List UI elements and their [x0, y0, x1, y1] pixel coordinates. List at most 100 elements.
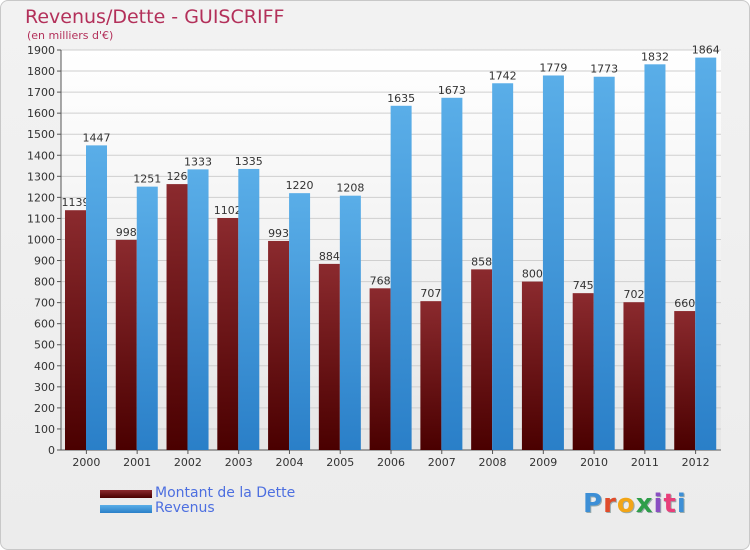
- x-tick-label-2003: 2003: [225, 456, 253, 469]
- x-tick-label-2001: 2001: [123, 456, 151, 469]
- data-label-revenus-2002: 1333: [184, 155, 212, 168]
- y-tick-label: 1900: [27, 44, 55, 57]
- logo-letter: i: [676, 489, 687, 519]
- bar-revenus-2005: [339, 195, 361, 450]
- bar-revenus-2011: [644, 64, 666, 450]
- bar-revenus-2007: [441, 97, 463, 450]
- bar-dette-2009: [521, 281, 543, 450]
- y-tick-label: 1300: [27, 170, 55, 183]
- bar-dette-2006: [369, 288, 391, 450]
- bar-dette-2000: [65, 210, 86, 450]
- data-label-revenus-2007: 1673: [438, 84, 466, 97]
- y-tick-label: 1200: [27, 191, 55, 204]
- y-tick-label: 1000: [27, 233, 55, 246]
- y-tick-label: 100: [34, 423, 55, 436]
- bar-revenus-2001: [136, 186, 158, 450]
- data-label-revenus-2006: 1635: [387, 92, 415, 105]
- data-label-revenus-2010: 1773: [590, 63, 618, 76]
- x-tick-label-2000: 2000: [72, 456, 100, 469]
- logo-letter: x: [635, 489, 654, 519]
- proxiti-logo: Proxiti: [583, 489, 687, 519]
- data-label-dette-2012: 660: [674, 297, 695, 310]
- data-label-revenus-2004: 1220: [286, 179, 314, 192]
- y-tick-label: 700: [34, 297, 55, 310]
- bar-revenus-2009: [542, 75, 564, 450]
- bar-dette-2002: [166, 184, 188, 450]
- data-label-revenus-2003: 1335: [235, 155, 263, 168]
- bar-revenus-2010: [593, 76, 615, 450]
- data-label-dette-2006: 768: [370, 274, 391, 287]
- data-label-revenus-2009: 1779: [539, 61, 567, 74]
- data-label-dette-2007: 707: [420, 287, 441, 300]
- y-tick-label: 300: [34, 381, 55, 394]
- y-tick-label: 1100: [27, 212, 55, 225]
- bar-revenus-2000: [86, 145, 107, 451]
- y-tick-label: 400: [34, 360, 55, 373]
- data-label-dette-2011: 702: [623, 288, 644, 301]
- x-tick-label-2004: 2004: [275, 456, 303, 469]
- bar-dette-2012: [674, 311, 696, 450]
- data-label-revenus-2012: 1864: [692, 44, 720, 57]
- data-label-dette-2003: 1102: [214, 204, 242, 217]
- bar-dette-2007: [420, 301, 442, 450]
- data-label-dette-2005: 884: [319, 250, 340, 263]
- legend-swatch-revenus: [100, 505, 152, 513]
- bar-dette-2001: [115, 239, 137, 450]
- chart-title: Revenus/Dette - GUISCRIFF: [25, 6, 285, 28]
- y-tick-label: 600: [34, 318, 55, 331]
- y-tick-label: 900: [34, 255, 55, 268]
- y-tick-label: 1600: [27, 107, 55, 120]
- y-tick-label: 500: [34, 339, 55, 352]
- x-tick-label-2006: 2006: [377, 456, 405, 469]
- bar-revenus-2006: [390, 105, 412, 450]
- data-label-revenus-2000: 1447: [83, 131, 111, 144]
- x-tick-label-2010: 2010: [580, 456, 608, 469]
- legend-label-dette: Montant de la Dette: [155, 485, 296, 501]
- y-tick-label: 1400: [27, 149, 55, 162]
- y-tick-label: 1500: [27, 128, 55, 141]
- data-label-dette-2002: 126: [167, 170, 188, 183]
- bar-dette-2005: [318, 263, 340, 450]
- legend-label-revenus: Revenus: [155, 500, 215, 516]
- x-tick-label-2008: 2008: [479, 456, 507, 469]
- bar-revenus-2008: [492, 83, 514, 451]
- data-label-dette-2000: 1139: [62, 196, 90, 209]
- bar-dette-2003: [217, 218, 239, 450]
- bar-dette-2004: [268, 240, 290, 450]
- data-label-dette-2004: 993: [268, 227, 289, 240]
- data-label-dette-2001: 998: [116, 226, 137, 239]
- y-tick-label: 200: [34, 402, 55, 415]
- bar-revenus-2002: [187, 169, 209, 451]
- y-tick-label: 0: [48, 444, 55, 457]
- x-tick-label-2002: 2002: [174, 456, 202, 469]
- bar-dette-2010: [572, 293, 594, 450]
- x-tick-label-2007: 2007: [428, 456, 456, 469]
- logo-letter: P: [583, 489, 604, 519]
- data-label-revenus-2001: 1251: [133, 173, 161, 186]
- y-tick-label: 1700: [27, 86, 55, 99]
- data-label-dette-2008: 858: [471, 255, 492, 268]
- bar-dette-2011: [623, 302, 645, 450]
- chart-subtitle: (en milliers d'€): [27, 29, 114, 42]
- x-tick-label-2009: 2009: [529, 456, 557, 469]
- data-label-revenus-2011: 1832: [641, 50, 669, 63]
- logo-letter: o: [616, 489, 636, 519]
- logo-letter: r: [603, 489, 617, 519]
- legend-swatch-dette: [100, 490, 152, 498]
- bar-dette-2008: [471, 269, 493, 450]
- bar-revenus-2003: [238, 168, 260, 450]
- data-label-revenus-2008: 1742: [489, 69, 517, 82]
- data-label-dette-2009: 800: [522, 268, 543, 281]
- x-tick-label-2012: 2012: [682, 456, 710, 469]
- bar-chart: 0 100 200 300 400 500 600 700 800 900 1000 1100 1200…: [27, 44, 721, 469]
- data-label-dette-2010: 745: [573, 279, 594, 292]
- x-tick-label-2005: 2005: [326, 456, 354, 469]
- bar-revenus-2012: [695, 57, 717, 450]
- x-tick-label-2011: 2011: [631, 456, 659, 469]
- data-label-revenus-2005: 1208: [336, 182, 364, 195]
- logo-letter: t: [663, 489, 677, 519]
- y-tick-label: 800: [34, 276, 55, 289]
- logo-letter: i: [653, 489, 664, 519]
- y-tick-label: 1800: [27, 65, 55, 78]
- bar-revenus-2004: [289, 193, 311, 450]
